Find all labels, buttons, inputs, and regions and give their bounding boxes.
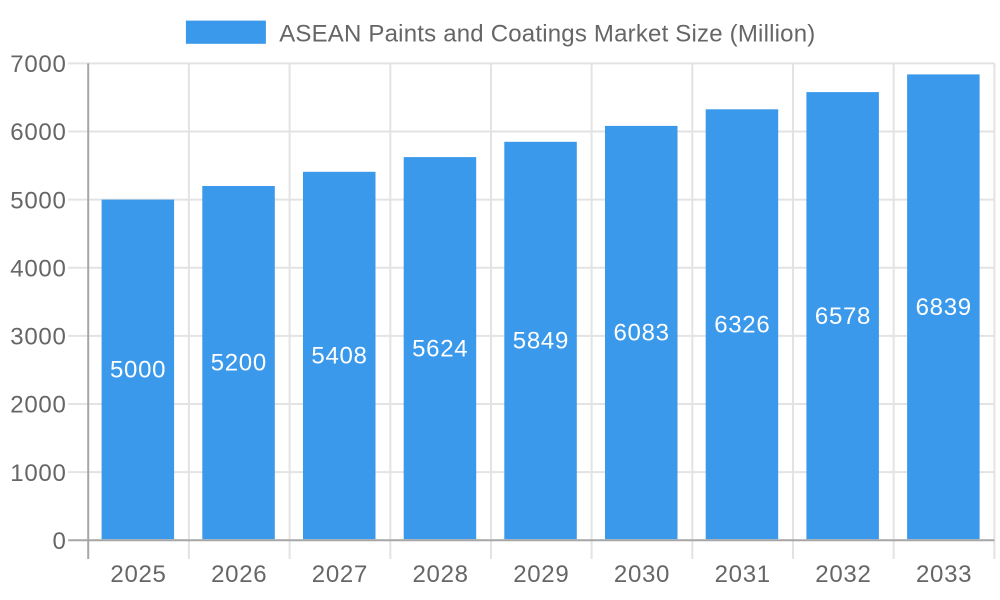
svg-text:0: 0 — [52, 528, 66, 555]
svg-text:5849: 5849 — [513, 328, 569, 355]
svg-text:ASEAN Paints and Coatings Mark: ASEAN Paints and Coatings Market Size (M… — [279, 20, 815, 47]
svg-text:6083: 6083 — [613, 320, 669, 347]
svg-text:2033: 2033 — [916, 561, 972, 588]
svg-text:5200: 5200 — [211, 350, 267, 377]
svg-text:6578: 6578 — [815, 303, 871, 330]
svg-text:7000: 7000 — [10, 51, 66, 78]
svg-text:2031: 2031 — [715, 561, 771, 588]
svg-text:6000: 6000 — [10, 119, 66, 146]
svg-text:5408: 5408 — [311, 343, 367, 370]
svg-text:2000: 2000 — [10, 392, 66, 419]
svg-text:6326: 6326 — [714, 311, 770, 338]
svg-text:5000: 5000 — [10, 187, 66, 214]
svg-text:5000: 5000 — [110, 357, 166, 384]
svg-text:2029: 2029 — [513, 561, 569, 588]
svg-text:2025: 2025 — [110, 561, 166, 588]
svg-text:2026: 2026 — [211, 561, 267, 588]
svg-text:6839: 6839 — [916, 294, 972, 321]
svg-text:2032: 2032 — [815, 561, 871, 588]
svg-text:2030: 2030 — [614, 561, 670, 588]
svg-text:4000: 4000 — [10, 255, 66, 282]
svg-text:3000: 3000 — [10, 324, 66, 351]
svg-text:5624: 5624 — [412, 335, 468, 362]
svg-text:2027: 2027 — [312, 561, 368, 588]
svg-text:2028: 2028 — [412, 561, 468, 588]
svg-text:1000: 1000 — [10, 460, 66, 487]
